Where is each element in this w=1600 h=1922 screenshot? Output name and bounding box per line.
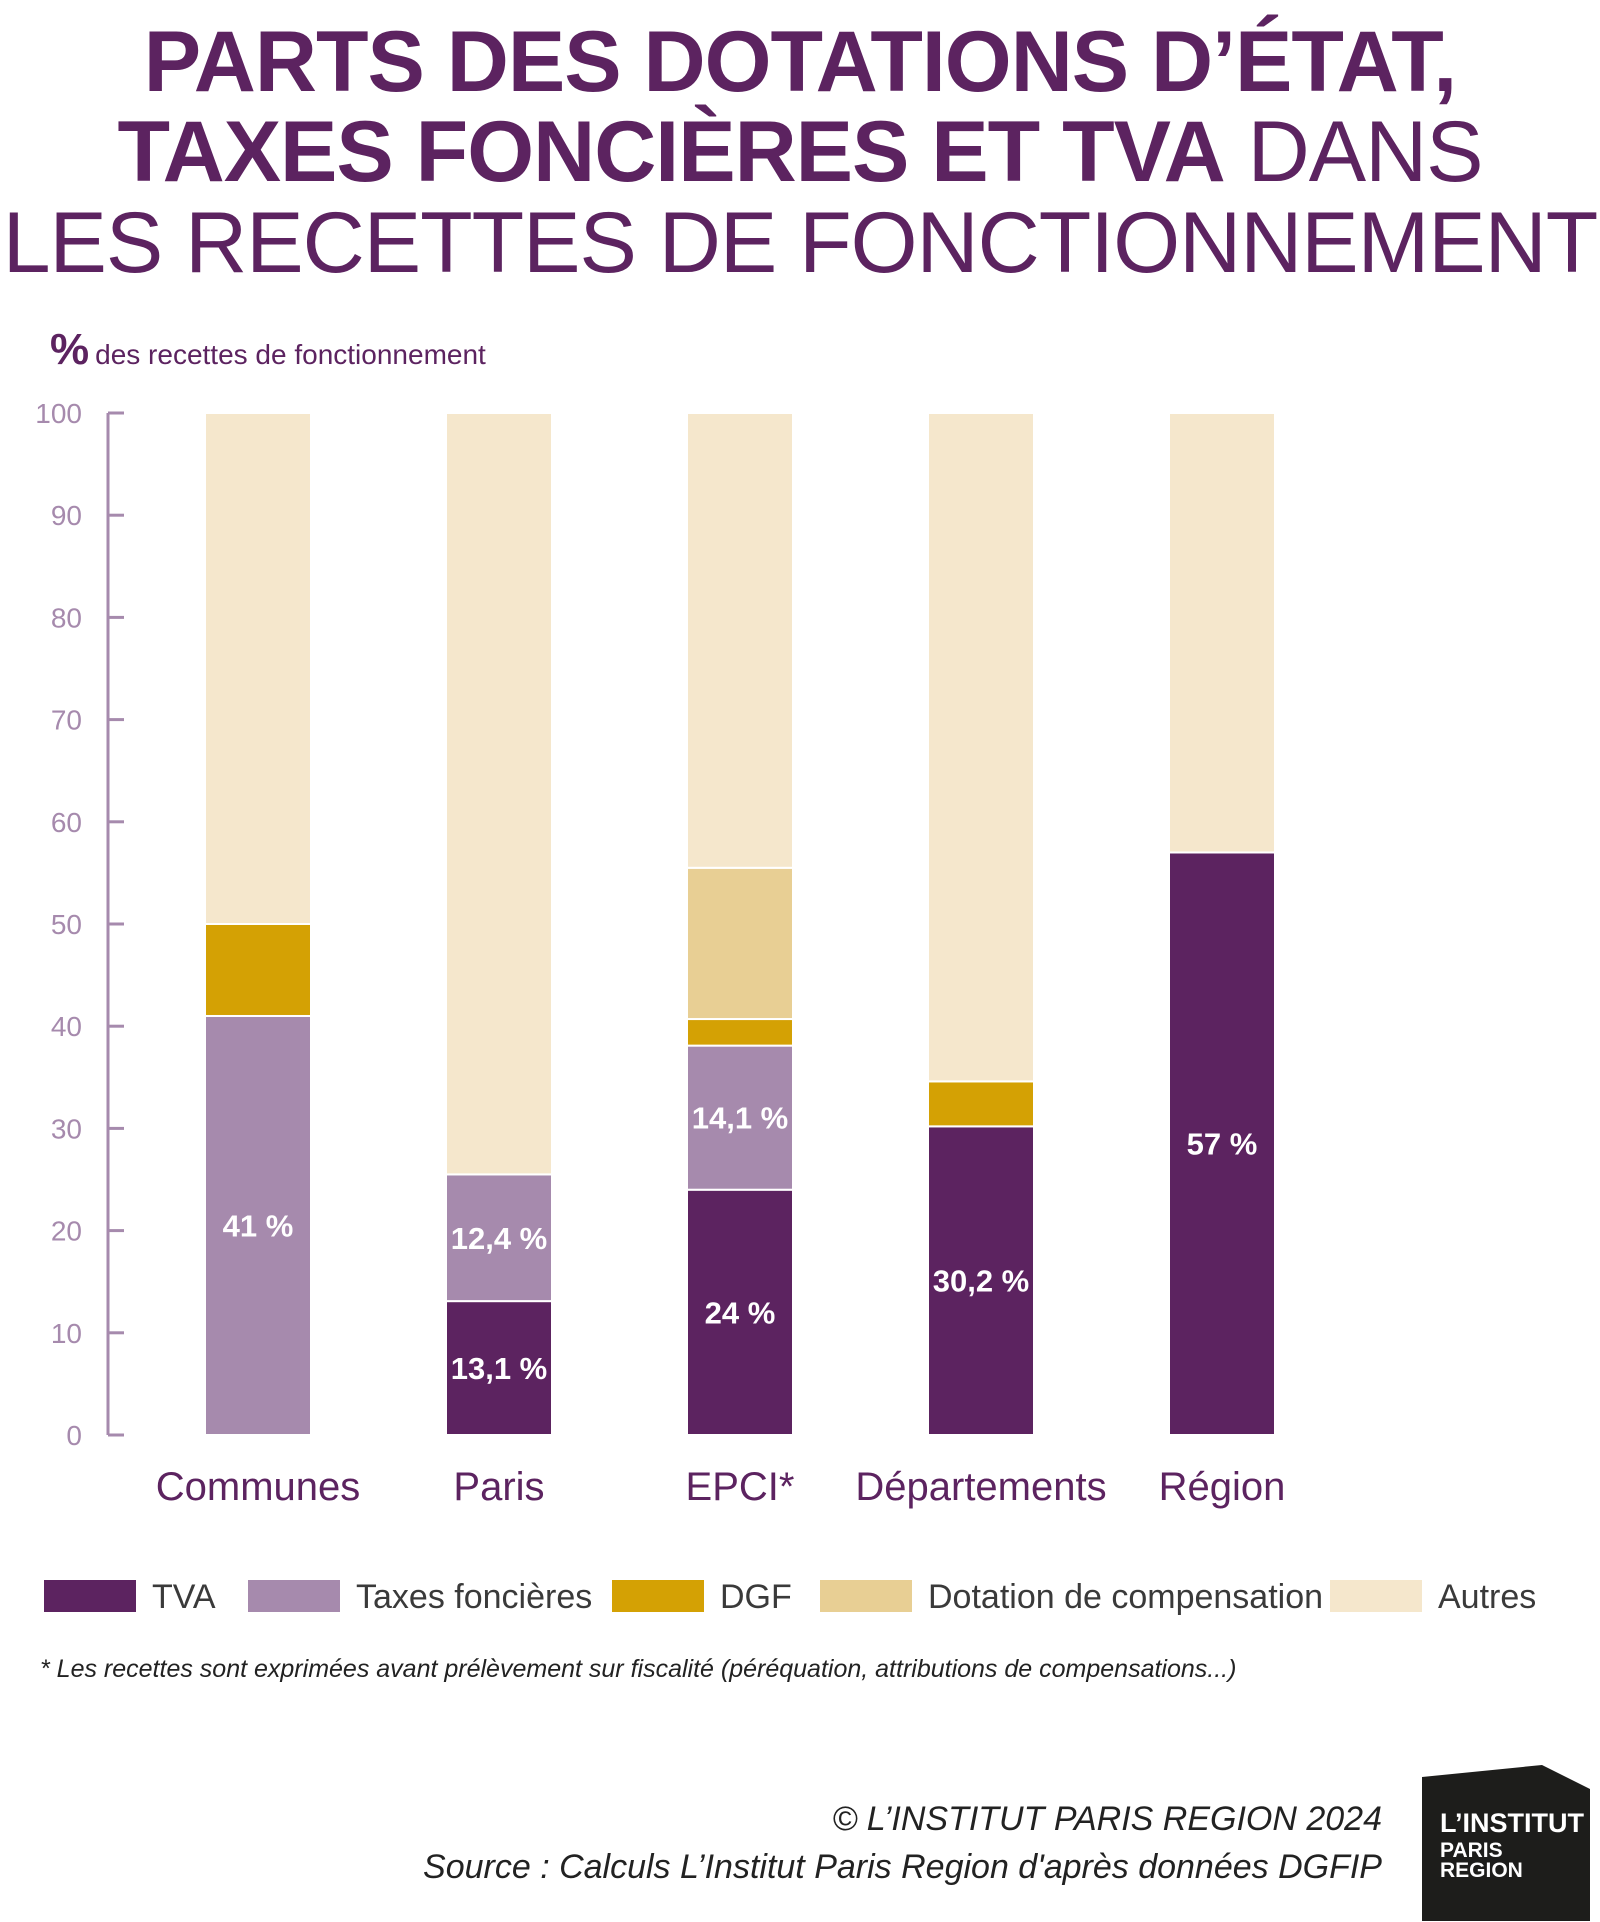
chart-title-line2-bold: TAXES FONCIÈRES ET TVA — [117, 104, 1225, 200]
data-label: 14,1 % — [692, 1101, 789, 1136]
source-note: Source : Calculs L’Institut Paris Region… — [423, 1848, 1382, 1886]
logo-text-line3: REGION — [1440, 1859, 1523, 1882]
bar-segment — [686, 866, 794, 1021]
data-label: 12,4 % — [451, 1221, 548, 1256]
legend-swatch — [612, 1580, 704, 1612]
data-label: 24 % — [705, 1295, 776, 1330]
bar-segment — [445, 412, 553, 1176]
x-category-label: Région — [1159, 1465, 1286, 1509]
chart-title-line2-rest: DANS — [1247, 104, 1484, 200]
bar-segment — [686, 412, 794, 869]
bar-segment — [1168, 851, 1276, 1436]
y-tick-label: 0 — [66, 1420, 82, 1451]
chart-title-line2: TAXES FONCIÈRES ET TVA DANS — [0, 102, 1600, 202]
y-tick-label: 10 — [51, 1318, 82, 1349]
y-tick-label: 20 — [51, 1216, 82, 1247]
x-category-label: Paris — [453, 1465, 544, 1509]
legend-swatch — [820, 1580, 912, 1612]
x-category-label: Communes — [156, 1465, 361, 1509]
stacked-bar-chart: 0 10 20 30 40 50 60 70 80 90 100 41 % Communes 13,1 %… — [35, 398, 1286, 1509]
bar-segment — [686, 1018, 794, 1047]
chart-title-line1: PARTS DES DOTATIONS D’ÉTAT, — [143, 14, 1457, 110]
data-label: 30,2 % — [933, 1264, 1030, 1299]
legend-swatch — [44, 1580, 136, 1612]
legend-label: Autres — [1438, 1578, 1537, 1616]
y-axis-unit-text: des recettes de fonctionnement — [95, 339, 486, 370]
y-tick-label: 30 — [51, 1113, 82, 1144]
chart-title-line3: LES RECETTES DE FONCTIONNEMENT — [2, 195, 1599, 291]
bar-segment — [927, 412, 1035, 1083]
legend-label: Dotation de compensation — [928, 1578, 1324, 1616]
y-tick-label: 100 — [35, 398, 82, 429]
y-tick-label: 70 — [51, 705, 82, 736]
data-label: 13,1 % — [451, 1351, 548, 1386]
institut-logo — [1422, 1765, 1590, 1921]
data-label: 57 % — [1187, 1127, 1258, 1162]
legend-swatch — [248, 1580, 340, 1612]
bar-segment — [204, 923, 312, 1017]
logo-text-line2: PARIS — [1440, 1839, 1503, 1862]
legend-swatch — [1330, 1580, 1422, 1612]
legend-label: Taxes foncières — [356, 1578, 593, 1616]
data-label: 41 % — [223, 1208, 294, 1243]
y-tick-label: 50 — [51, 909, 82, 940]
copyright: © L’INSTITUT PARIS REGION 2024 — [832, 1800, 1382, 1838]
bar-segment — [204, 1014, 312, 1436]
bar-segment — [204, 412, 312, 925]
y-tick-label: 80 — [51, 602, 82, 633]
logo-text-line1: L’INSTITUT — [1440, 1808, 1584, 1838]
y-axis-unit-symbol: % — [50, 325, 90, 374]
bar-segment — [927, 1125, 1035, 1437]
legend-label: DGF — [720, 1578, 792, 1616]
x-category-label: EPCI* — [686, 1465, 795, 1509]
y-tick-label: 90 — [51, 500, 82, 531]
y-tick-label: 60 — [51, 807, 82, 838]
legend-label: TVA — [152, 1578, 216, 1616]
chart-legend: TVA Taxes foncières DGF Dotation de compens… — [0, 1575, 1600, 1619]
y-axis-unit-label: % des recettes de fonctionnement — [50, 325, 486, 375]
footnote: * Les recettes sont exprimées avant prél… — [40, 1655, 1237, 1683]
bar-segment — [1168, 412, 1276, 854]
bar-segment — [927, 1080, 1035, 1128]
y-tick-label: 40 — [51, 1011, 82, 1042]
x-category-label: Départements — [855, 1465, 1106, 1509]
bar-segment — [686, 1044, 794, 1191]
